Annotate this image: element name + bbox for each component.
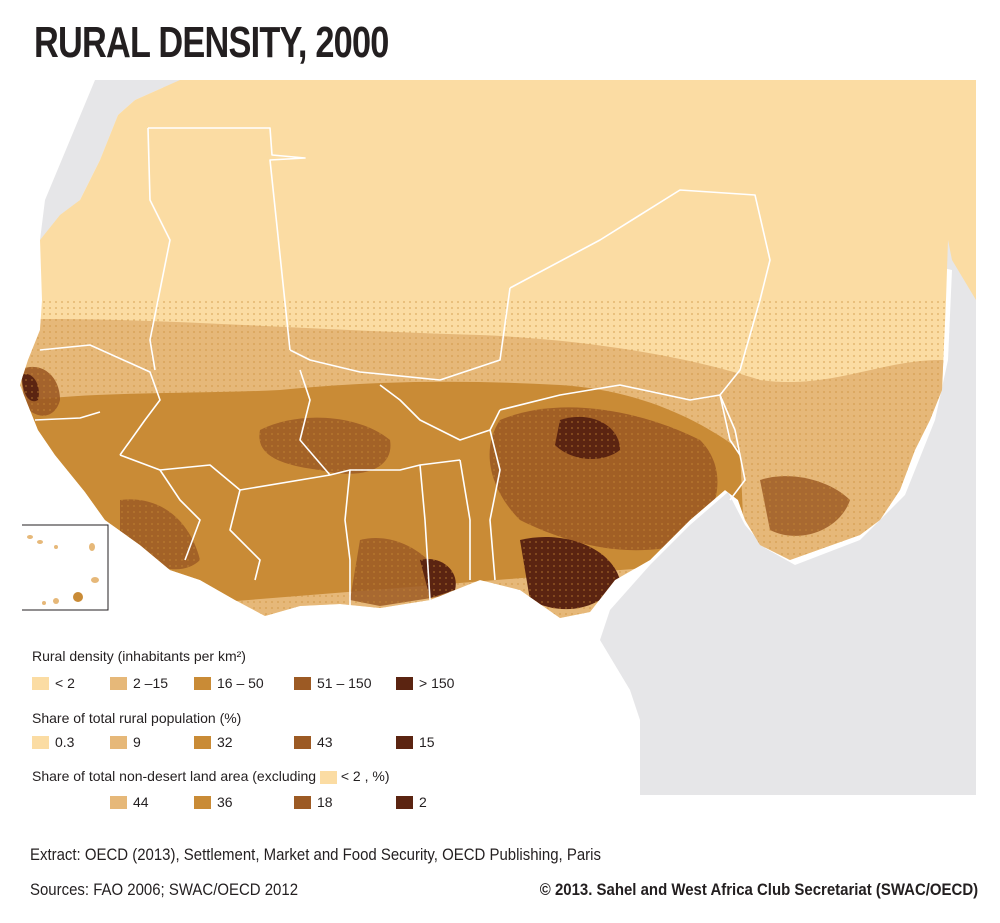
country-borders xyxy=(34,127,771,608)
legend-population-item: 32 xyxy=(194,734,233,750)
sources-text: Sources: FAO 2006; SWAC/OECD 2012 xyxy=(30,880,299,899)
surrounding-land-north xyxy=(40,80,180,240)
legend-density-item: 16 – 50 xyxy=(194,675,264,691)
legend-land-item: 36 xyxy=(194,794,233,810)
legend-density-item: < 2 xyxy=(32,675,75,691)
surrounding-land xyxy=(130,80,976,795)
legend-land-item: 2 xyxy=(396,794,427,810)
legend-population-item: 15 xyxy=(396,734,435,750)
legend-land-item: 44 xyxy=(110,794,149,810)
legend-population-item: 0.3 xyxy=(32,734,74,750)
legend-density-item: 2 –15 xyxy=(110,675,168,691)
legend-land-heading: Share of total non-desert land area (exc… xyxy=(32,768,390,784)
map-title: RURAL DENSITY, 2000 xyxy=(34,18,389,67)
legend-land-item: 18 xyxy=(294,794,333,810)
legend-population-item: 9 xyxy=(110,734,141,750)
legend-population-item: 43 xyxy=(294,734,333,750)
copyright-text: © 2013. Sahel and West Africa Club Secre… xyxy=(539,880,978,899)
cape-verde-inset xyxy=(22,524,109,611)
extract-text: Extract: OECD (2013), Settlement, Market… xyxy=(30,845,601,864)
legend-population-heading: Share of total rural population (%) xyxy=(32,710,242,726)
legend-density-heading: Rural density (inhabitants per km²) xyxy=(32,648,246,664)
legend-density-item: 51 – 150 xyxy=(294,675,372,691)
legend-density-item: > 150 xyxy=(396,675,454,691)
